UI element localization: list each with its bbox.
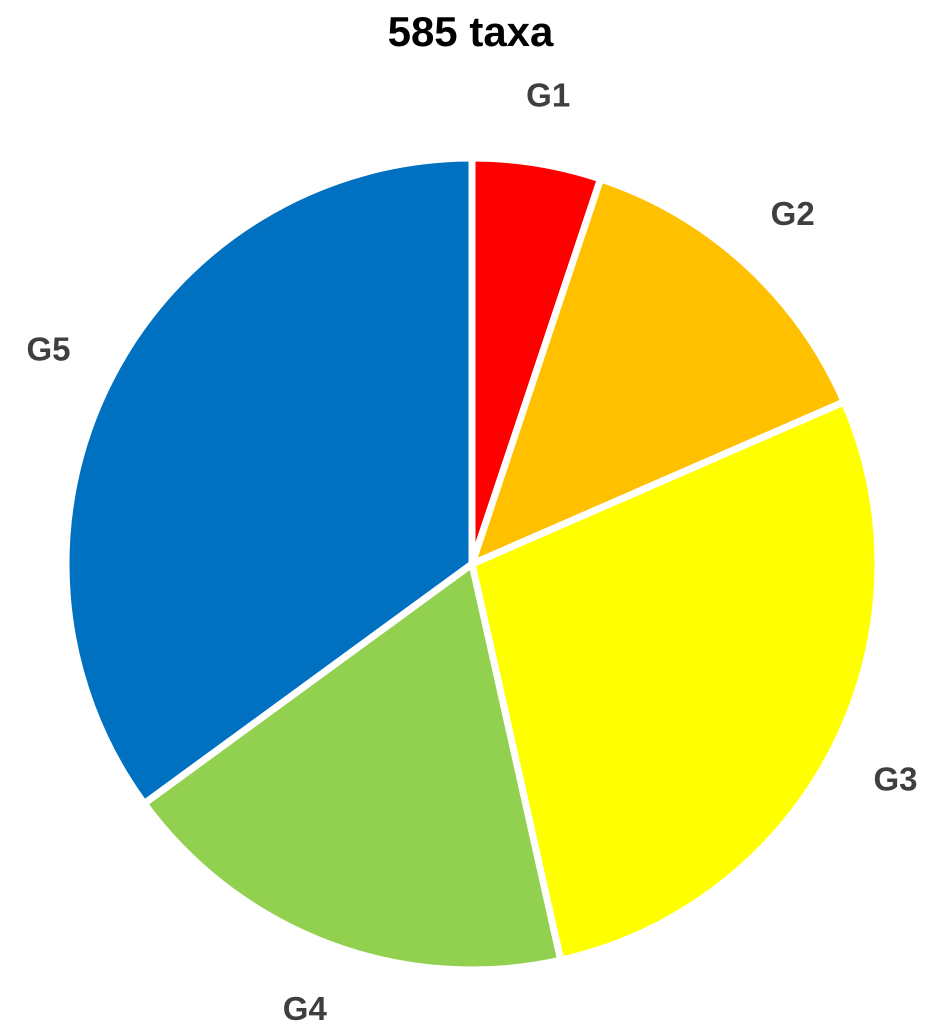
pie-labels: G1 G2 G3 G4 G5 [26,77,917,1027]
slice-label-g4: G4 [283,990,328,1027]
slice-label-g5: G5 [26,330,70,367]
pie-slice-g2 [468,175,848,568]
pie-slice-g4 [140,560,565,974]
slice-label-g3: G3 [873,761,917,798]
pie-slice-g5 [62,154,476,808]
pie-slices [62,154,882,974]
slice-label-g1: G1 [526,77,570,114]
slice-label-g2: G2 [771,195,815,232]
pie-slice-g3 [468,398,882,964]
chart-title: 585 taxa [387,8,554,55]
